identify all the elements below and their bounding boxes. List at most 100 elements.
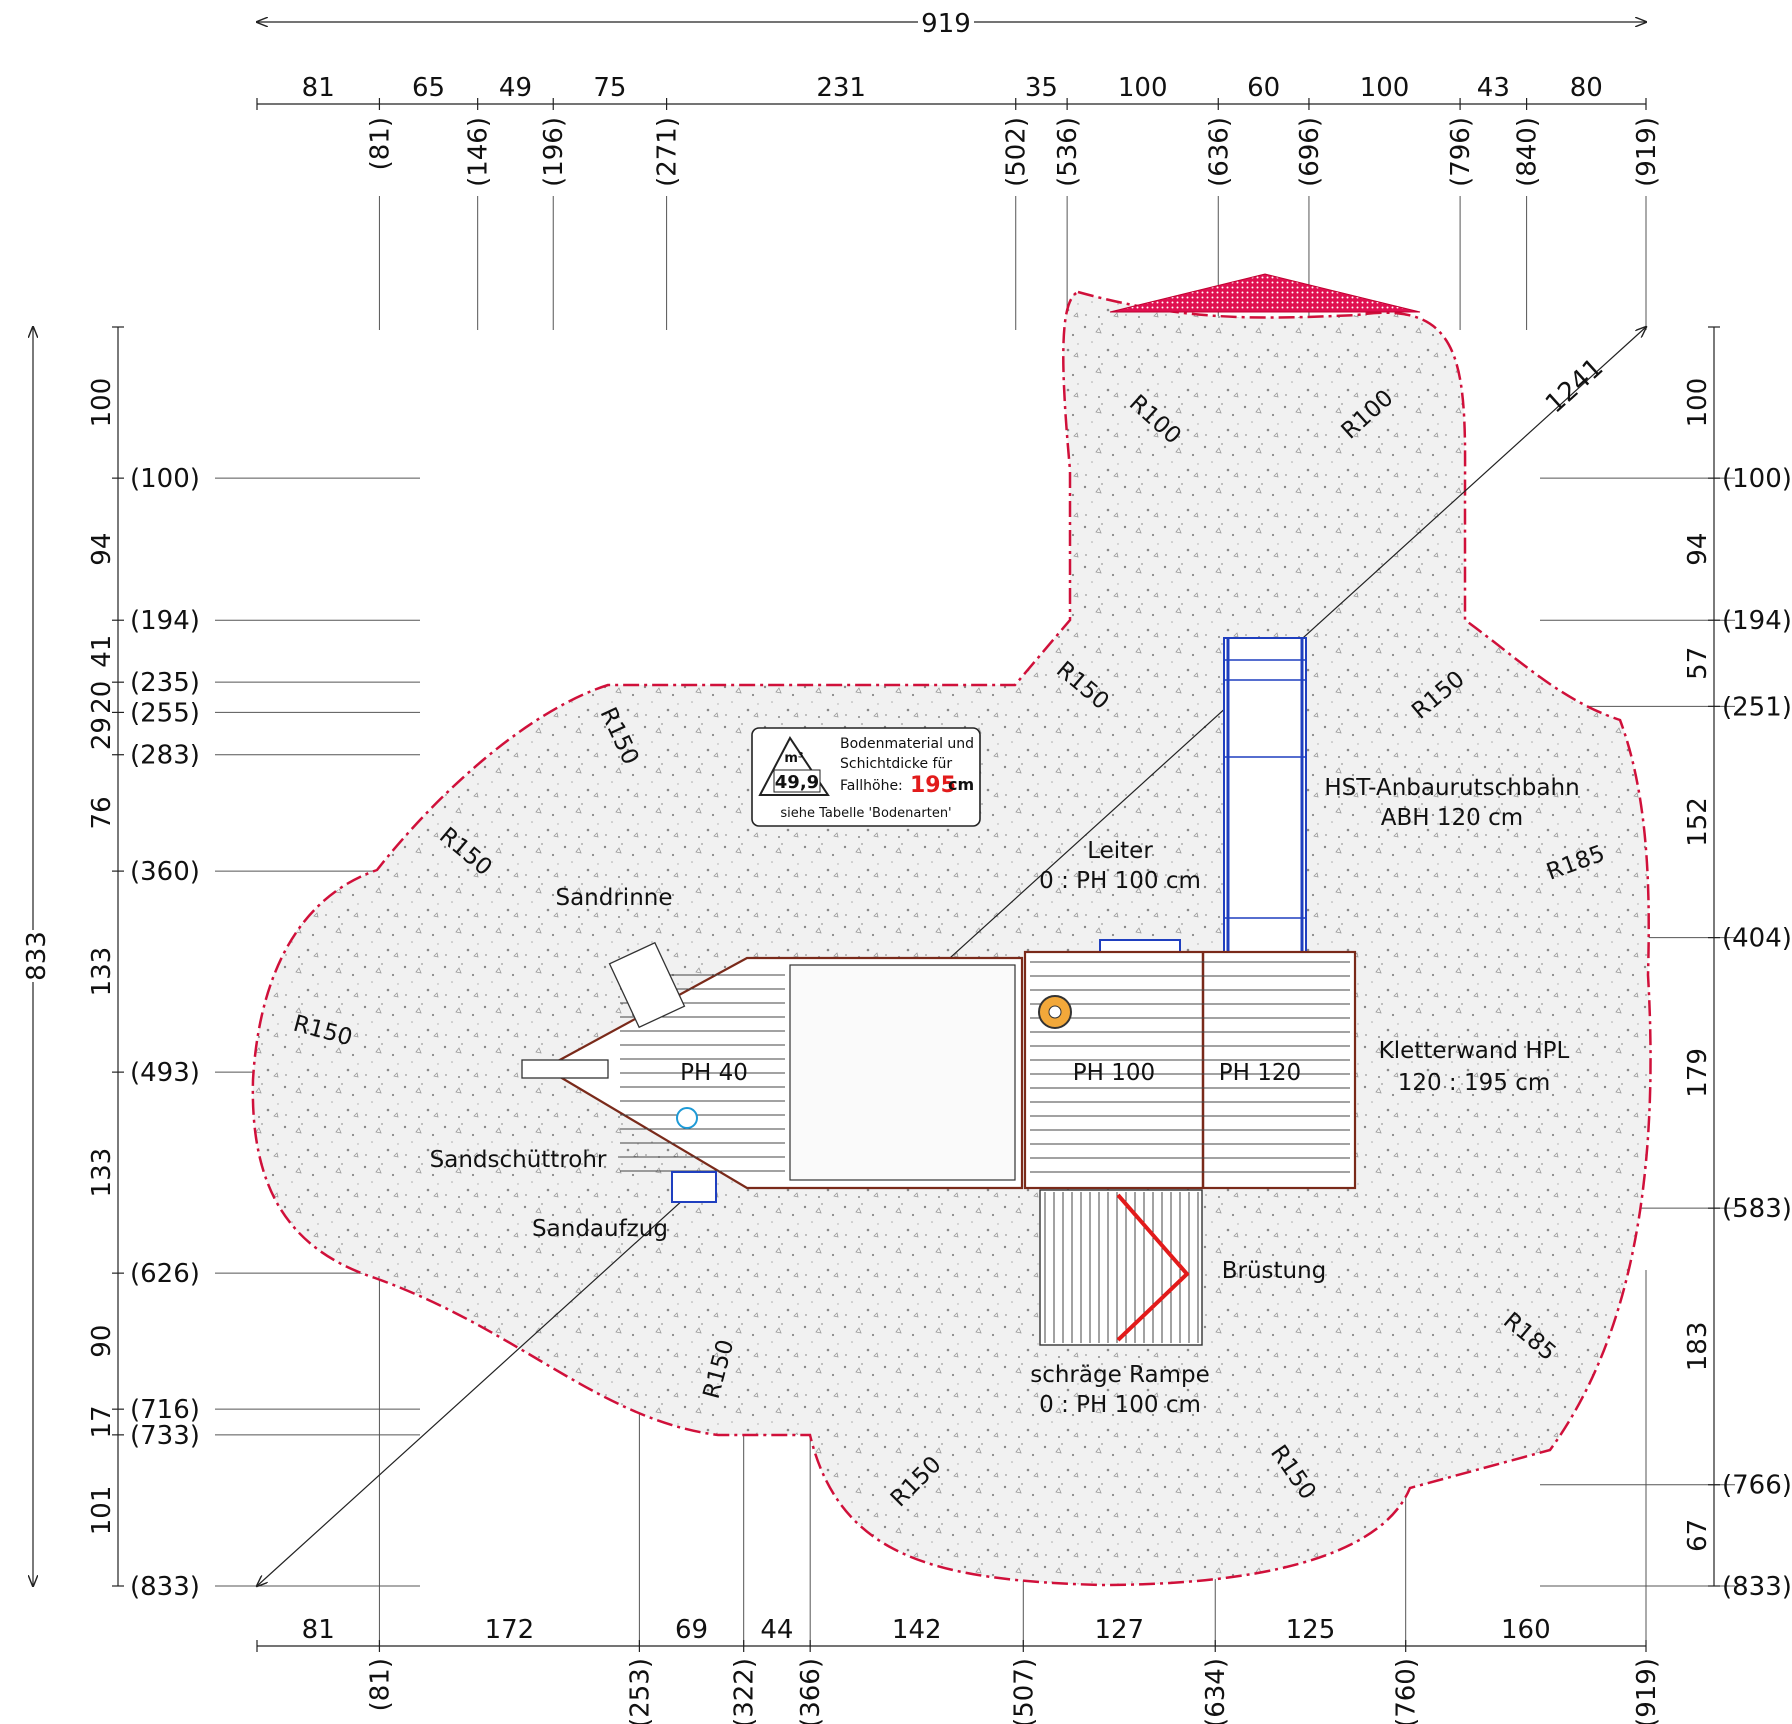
dimension-cumulative-value: (833) — [130, 1572, 200, 1602]
volume-unit: m³ — [784, 751, 803, 766]
dimension-cumulative-value: (634) — [1201, 1658, 1231, 1724]
right-dimension-chain: 100 94 57 152 179 183 67 (100) (194) (251) (404) (5… — [1683, 326, 1792, 1602]
dimension-cumulative-value: (636) — [1204, 117, 1234, 187]
dimension-segment-value: 152 — [1683, 797, 1713, 847]
dimension-cumulative-value: (81) — [365, 117, 395, 170]
label-ramp: schräge Rampe — [1030, 1362, 1210, 1388]
surface-material-info-box: m³ 49,9 Bodenmaterial und Schichtdicke f… — [751, 727, 981, 827]
bottom-dimension-chain: 81 172 69 44 142 127 125 160 (81) (253) (322) (366)… — [256, 1615, 1662, 1724]
label-slide-sub: ABH 120 cm — [1381, 805, 1523, 831]
dimension-cumulative-value: (100) — [1722, 464, 1792, 494]
dimension-segment-value: 133 — [87, 947, 117, 997]
dimension-cumulative-value: (100) — [130, 464, 200, 494]
dimension-segment-value: 35 — [1025, 73, 1058, 103]
dimension-segment-value: 29 — [87, 717, 117, 750]
dimension-cumulative-value: (255) — [130, 698, 200, 728]
dimension-cumulative-value: (253) — [625, 1658, 655, 1724]
dimension-cumulative-value: (366) — [796, 1658, 826, 1724]
dimension-cumulative-value: (583) — [1722, 1194, 1792, 1224]
label-leiter: Leiter — [1087, 838, 1153, 864]
dimension-cumulative-value: (626) — [130, 1259, 200, 1289]
dimension-segment-value: 67 — [1683, 1519, 1713, 1552]
dimension-cumulative-value: (840) — [1513, 117, 1543, 187]
dimension-segment-value: 94 — [87, 533, 117, 566]
dimension-segment-value: 183 — [1683, 1322, 1713, 1372]
fall-height-label: Fallhöhe: — [840, 778, 903, 794]
dimension-cumulative-value: (360) — [130, 857, 200, 887]
label-slide: HST-Anbaurutschbahn — [1324, 775, 1579, 801]
dimension-cumulative-value: (833) — [1722, 1572, 1792, 1602]
dimension-segment-value: 133 — [87, 1148, 117, 1198]
dimension-cumulative-value: (733) — [130, 1421, 200, 1451]
dimension-segment-value: 69 — [675, 1615, 708, 1645]
dimension-segment-value: 90 — [87, 1325, 117, 1358]
dimension-cumulative-value: (536) — [1053, 117, 1083, 187]
overall-width-value: 919 — [921, 9, 971, 39]
label-sandaufzug: Sandaufzug — [532, 1216, 668, 1242]
dimension-cumulative-value: (919) — [1632, 117, 1662, 187]
fall-height-unit: cm — [948, 775, 974, 794]
dimension-cumulative-value: (196) — [539, 117, 569, 187]
dimension-segment-value: 80 — [1570, 73, 1603, 103]
info-line-2: Schichtdicke für — [840, 756, 952, 772]
dimension-cumulative-value: (760) — [1392, 1658, 1422, 1724]
dimension-segment-value: 75 — [593, 73, 626, 103]
label-bruestung: Brüstung — [1222, 1258, 1327, 1284]
platform-structure — [521, 941, 1357, 1346]
dimension-segment-value: 43 — [1477, 73, 1510, 103]
dimension-segment-value: 172 — [485, 1615, 535, 1645]
dimension-cumulative-value: (283) — [130, 741, 200, 771]
diagonal-value: 1241 — [1540, 353, 1609, 420]
dimension-cumulative-value: (796) — [1446, 117, 1476, 187]
ladder — [1099, 939, 1181, 953]
dimension-cumulative-value: (146) — [464, 117, 494, 187]
volume-value: 49,9 — [775, 772, 819, 793]
info-line-4: siehe Tabelle 'Bodenarten' — [780, 806, 951, 821]
dimension-segment-value: 160 — [1501, 1615, 1551, 1645]
dimension-cumulative-value: (919) — [1632, 1658, 1662, 1724]
dimension-segment-value: 100 — [1118, 73, 1168, 103]
dimension-segment-value: 57 — [1683, 647, 1713, 680]
label-ph120: PH 120 — [1219, 1060, 1301, 1086]
dimension-segment-value: 125 — [1286, 1615, 1336, 1645]
dimension-segment-value: 17 — [87, 1405, 117, 1438]
fall-height-value: 195 — [910, 773, 956, 798]
label-sandrinne: Sandrinne — [555, 885, 672, 911]
dimension-segment-value: 49 — [499, 73, 532, 103]
dimension-segment-value: 81 — [302, 1615, 335, 1645]
dimension-cumulative-value: (194) — [130, 606, 200, 636]
label-climbing-wall: Kletterwand HPL — [1379, 1038, 1570, 1064]
label-ph40: PH 40 — [680, 1060, 748, 1086]
label-sandschuettrohr: Sandschüttrohr — [430, 1147, 607, 1173]
slide — [1223, 637, 1307, 979]
top-dimension-chain: 81 65 49 75 231 35 100 60 100 43 80 (81) (146) (196) (… — [256, 73, 1662, 187]
dimension-segment-value: 94 — [1683, 533, 1713, 566]
dimension-cumulative-value: (251) — [1722, 692, 1792, 722]
dimension-cumulative-value: (271) — [653, 117, 683, 187]
dimension-segment-value: 142 — [892, 1615, 942, 1645]
label-ramp-sub: 0 : PH 100 cm — [1039, 1392, 1201, 1418]
dimension-segment-value: 20 — [87, 681, 117, 714]
dimension-segment-value: 101 — [87, 1486, 117, 1536]
north-marker — [1109, 273, 1421, 313]
info-line-1: Bodenmaterial und — [840, 736, 974, 752]
component-labels: Sandrinne Sandschüttrohr Sandaufzug Leit… — [430, 775, 1580, 1418]
dimension-segment-value: 60 — [1247, 73, 1280, 103]
dimension-segment-value: 65 — [412, 73, 445, 103]
dimension-cumulative-value: (235) — [130, 668, 200, 698]
dimension-segment-value: 127 — [1094, 1615, 1144, 1645]
dimension-segment-value: 41 — [87, 635, 117, 668]
safety-area-boundary — [251, 290, 1652, 1587]
dimension-segment-value: 76 — [87, 796, 117, 829]
dimension-segment-value: 44 — [760, 1615, 793, 1645]
dimension-segment-value: 100 — [1683, 378, 1713, 428]
dimension-segment-value: 100 — [87, 378, 117, 428]
label-climbing-wall-sub: 120 : 195 cm — [1398, 1070, 1551, 1096]
label-ph100: PH 100 — [1073, 1060, 1155, 1086]
dimension-segment-value: 100 — [1360, 73, 1410, 103]
label-leiter-sub: 0 : PH 100 cm — [1039, 868, 1201, 894]
dimension-cumulative-value: (81) — [365, 1658, 395, 1711]
dimension-cumulative-value: (696) — [1295, 117, 1325, 187]
